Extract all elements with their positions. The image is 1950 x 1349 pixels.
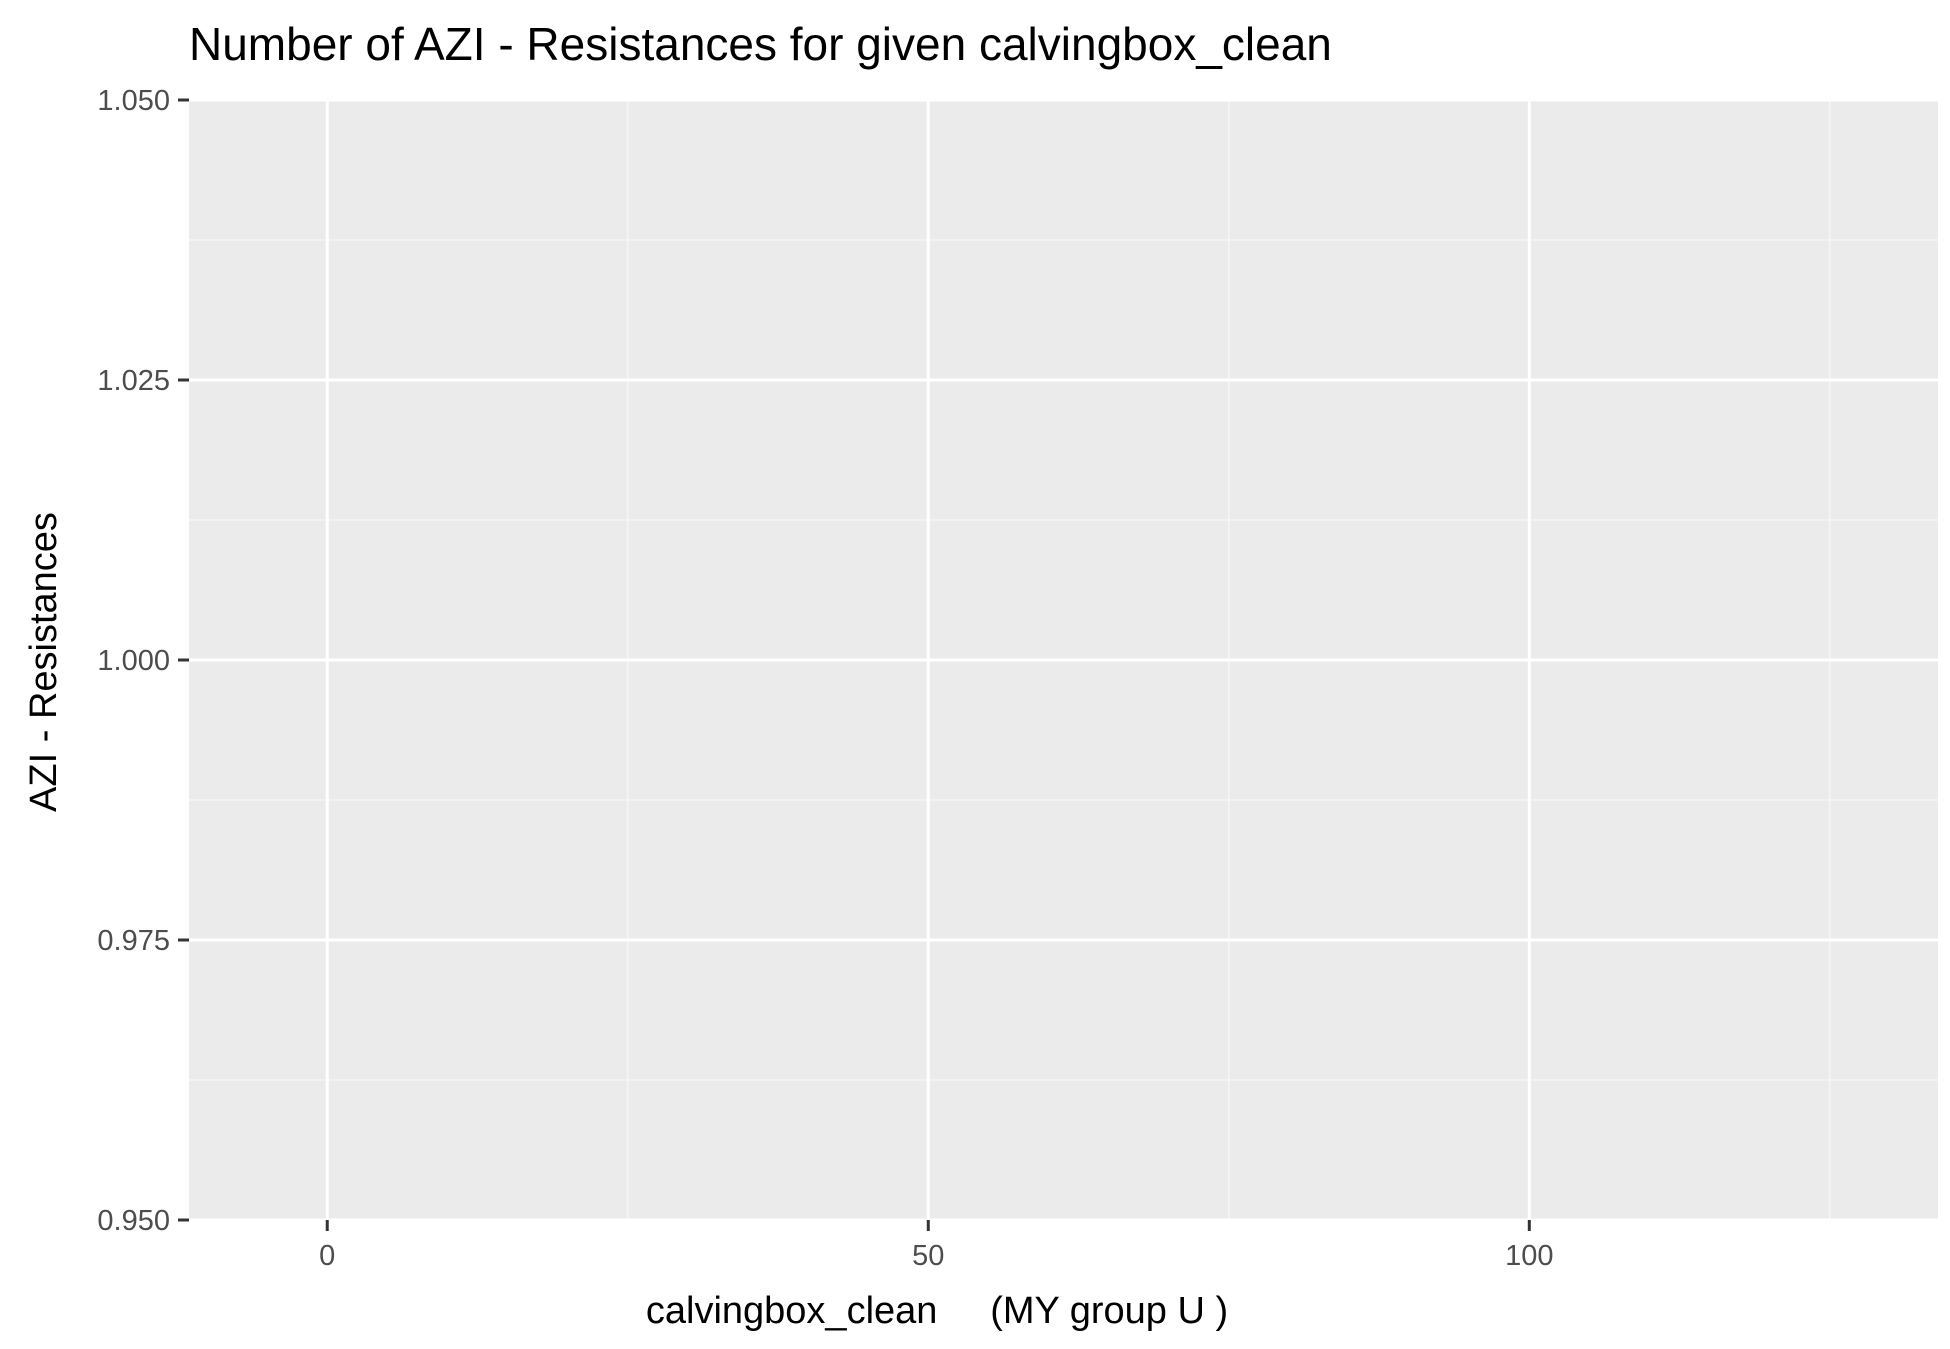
x-tick-label: 100	[1505, 1240, 1553, 1272]
y-tick-label: 0.950	[97, 1205, 170, 1237]
major-gridlines	[189, 98, 1938, 1222]
y-axis: 0.950 0.975 1.000 1.025 1.050	[97, 85, 189, 1237]
y-axis-title: AZI - Resistances	[23, 512, 65, 812]
x-axis-title: calvingbox_clean (MY group U )	[646, 1290, 1228, 1332]
x-tick-label: 50	[912, 1240, 944, 1272]
chart-title: Number of AZI - Resistances for given ca…	[189, 18, 1332, 70]
y-tick-label: 1.050	[97, 85, 170, 117]
x-axis: 0 50 100	[319, 1220, 1553, 1272]
y-tick-label: 1.025	[97, 365, 170, 397]
y-tick-label: 1.000	[97, 645, 170, 677]
y-tick-label: 0.975	[97, 925, 170, 957]
x-tick-label: 0	[319, 1240, 335, 1272]
